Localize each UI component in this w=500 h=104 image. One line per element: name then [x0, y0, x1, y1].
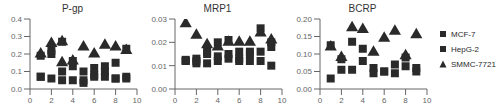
svg-text:2: 2	[194, 96, 199, 104]
svg-text:0.15: 0.15	[296, 32, 312, 41]
svg-text:0.03: 0.03	[151, 15, 167, 24]
svg-text:2: 2	[49, 96, 54, 104]
svg-text:0.02: 0.02	[151, 38, 167, 47]
svg-text:0.00: 0.00	[151, 85, 167, 94]
html-text:MCF-7: MCF-7	[451, 29, 476, 39]
svg-text:6: 6	[92, 96, 97, 104]
svg-text:0.2: 0.2	[11, 50, 23, 59]
svg-text:8: 8	[113, 96, 118, 104]
svg-text:10: 10	[133, 96, 142, 104]
html-text:HepG-2: HepG-2	[451, 44, 479, 54]
svg-text:0.01: 0.01	[151, 62, 167, 71]
svg-text:10: 10	[423, 96, 432, 104]
svg-text:0.00: 0.00	[296, 85, 312, 94]
svg-text:0.1: 0.1	[11, 67, 23, 76]
html-text:P-gp: P-gp	[61, 3, 84, 14]
svg-text:0.3: 0.3	[11, 32, 23, 41]
html-text:MRP1: MRP1	[203, 3, 232, 14]
html-text:SMMC-7721: SMMC-7721	[451, 59, 496, 69]
svg-text:0: 0	[318, 96, 323, 104]
svg-text:0.4: 0.4	[11, 15, 23, 24]
svg-text:10: 10	[278, 96, 287, 104]
svg-text:4: 4	[361, 96, 366, 104]
svg-text:0: 0	[173, 96, 178, 104]
svg-text:6: 6	[237, 96, 242, 104]
svg-text:8: 8	[258, 96, 263, 104]
svg-text:4: 4	[71, 96, 76, 104]
svg-text:0.10: 0.10	[296, 50, 312, 59]
html-text:BCRP: BCRP	[348, 3, 377, 14]
svg-text:0.05: 0.05	[296, 67, 312, 76]
svg-text:0.20: 0.20	[296, 15, 312, 24]
svg-text:8: 8	[403, 96, 408, 104]
svg-text:0.0: 0.0	[11, 85, 23, 94]
svg-text:2: 2	[339, 96, 344, 104]
svg-text:0: 0	[28, 96, 33, 104]
svg-text:4: 4	[216, 96, 221, 104]
svg-text:6: 6	[382, 96, 387, 104]
